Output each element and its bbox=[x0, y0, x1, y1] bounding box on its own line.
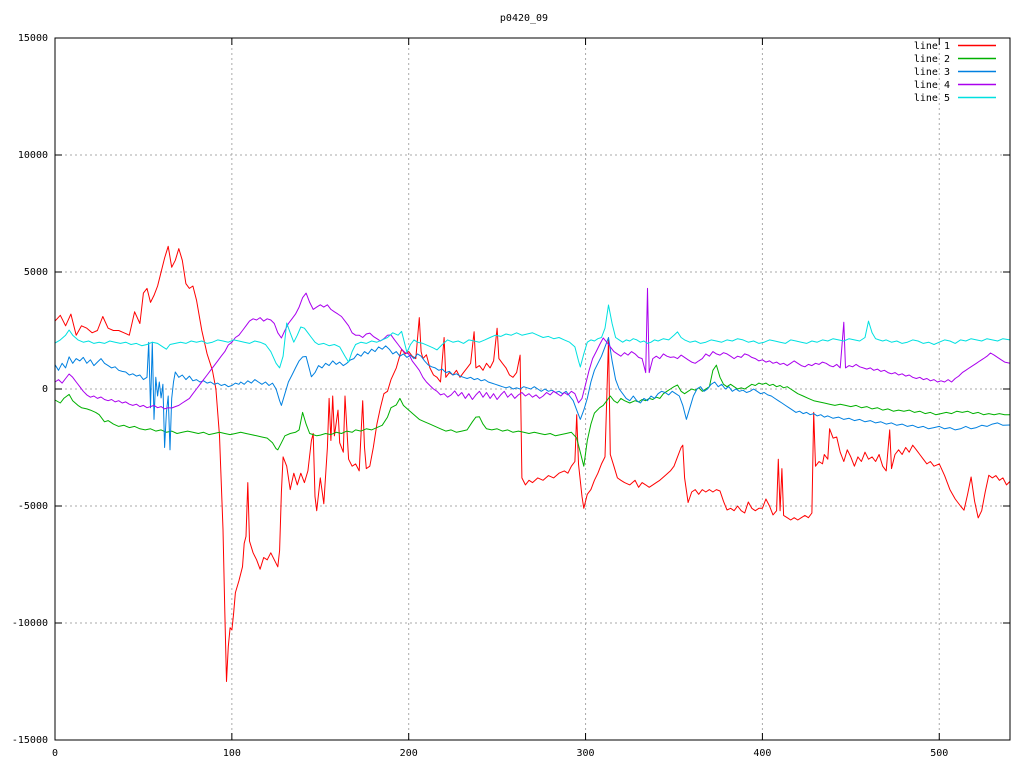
x-tick-label: 100 bbox=[223, 748, 241, 759]
x-tick-label: 0 bbox=[52, 748, 58, 759]
y-tick-label: 10000 bbox=[18, 150, 48, 161]
series-line-2 bbox=[54, 364, 1011, 467]
y-tick-label: -10000 bbox=[12, 618, 48, 629]
legend: line 1 line 2 line 3 line 4 line 5 bbox=[914, 41, 996, 104]
grid bbox=[55, 38, 1010, 740]
series-line-1 bbox=[54, 245, 1011, 682]
legend-entry: line 5 bbox=[914, 93, 996, 104]
series-line-4 bbox=[54, 287, 1011, 410]
x-tick-label: 400 bbox=[753, 748, 771, 759]
legend-entry: line 1 bbox=[914, 41, 996, 52]
x-tick-label: 300 bbox=[577, 748, 595, 759]
y-tick-label: -15000 bbox=[12, 735, 48, 746]
y-tick-label: 5000 bbox=[24, 267, 48, 278]
x-tick-label: 200 bbox=[400, 748, 418, 759]
legend-label: line 4 bbox=[914, 80, 950, 91]
legend-label: line 1 bbox=[914, 41, 950, 52]
chart-title: p0420_09 bbox=[500, 13, 548, 24]
series-line-5 bbox=[54, 304, 1011, 369]
legend-label: line 3 bbox=[914, 67, 950, 78]
legend-entry: line 2 bbox=[914, 54, 996, 65]
y-tick-label: -5000 bbox=[18, 501, 48, 512]
legend-label: line 2 bbox=[914, 54, 950, 65]
legend-entry: line 4 bbox=[914, 80, 996, 91]
y-tick-label: 0 bbox=[42, 384, 48, 395]
legend-entry: line 3 bbox=[914, 67, 996, 78]
legend-label: line 5 bbox=[914, 93, 950, 104]
x-tick-label: 500 bbox=[930, 748, 948, 759]
axes: -15000 -10000 -5000 0 5000 10000 15000 0 100 200 3… bbox=[12, 33, 1011, 759]
y-tick-label: 15000 bbox=[18, 33, 48, 44]
series-line-3 bbox=[54, 337, 1011, 451]
series-lines bbox=[54, 245, 1011, 682]
